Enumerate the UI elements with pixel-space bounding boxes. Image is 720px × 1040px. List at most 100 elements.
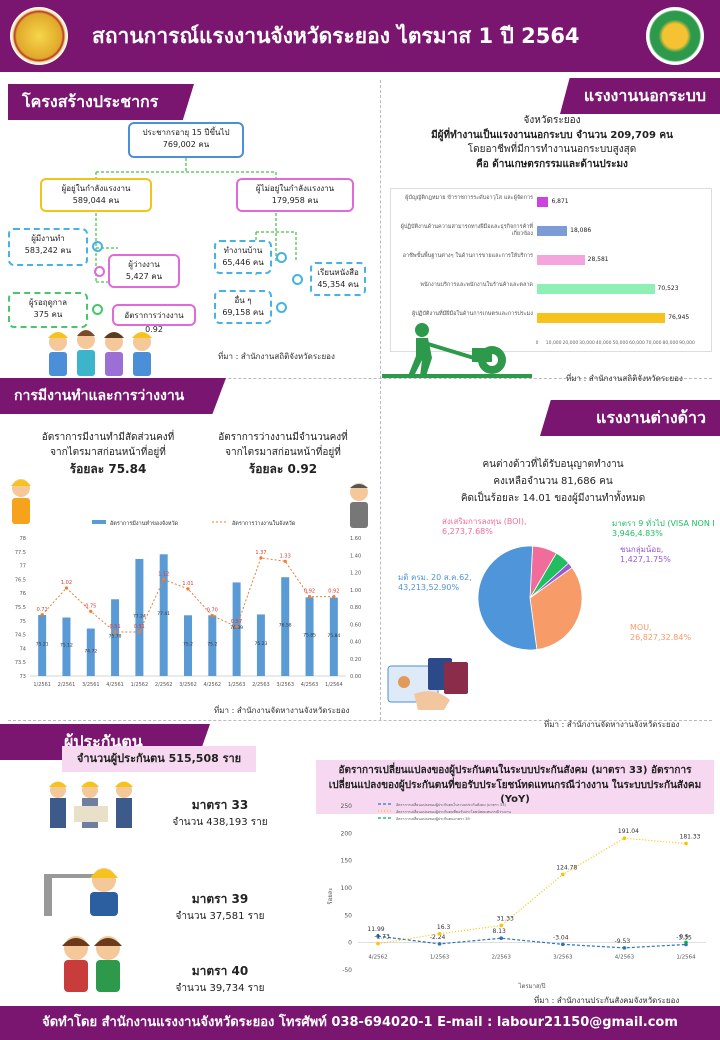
unemployment-point-label: 0.57 <box>231 619 242 625</box>
unemployment-point <box>113 630 117 634</box>
series-point-label: -9.53 <box>615 938 631 945</box>
employment-bar <box>86 628 95 676</box>
pie-slice-label: ชนกลุ่มน้อย, <box>620 545 663 554</box>
series-point-label: 124.78 <box>556 864 577 871</box>
page-title: สถานการณ์แรงงานจังหวัดระยอง ไตรมาส 1 ปี … <box>92 24 580 48</box>
left-axis-tick: 77.5 <box>15 550 26 556</box>
informal-axis-tick: 50,000 <box>612 341 629 346</box>
header-bar: สถานการณ์แรงงานจังหวัดระยอง ไตรมาส 1 ปี … <box>0 0 720 72</box>
unemployment-point-label: 1.01 <box>182 581 193 587</box>
unemployment-point <box>186 587 190 591</box>
seasonal-node-dot <box>92 304 103 315</box>
employment-bar <box>256 614 265 676</box>
x-axis-tick: 3/2561 <box>82 682 100 688</box>
unemployment-point-label: 1.02 <box>61 580 72 586</box>
informal-bar <box>537 255 585 265</box>
employment-bar <box>208 615 217 676</box>
unemployment-point <box>210 614 214 618</box>
x-axis-tick: 1/2561 <box>33 682 51 688</box>
foreign-banner: แรงงานต่างด้าว <box>540 400 720 436</box>
unemployment-point-label: 1.37 <box>255 550 266 556</box>
passport-illustration <box>387 658 468 710</box>
x-axis-tick: 2/2563 <box>252 682 270 688</box>
section-divider <box>380 80 381 720</box>
informal-bar <box>537 284 655 294</box>
legend-label: อัตราการเปลี่ยนแปลงของผู้ประกันตนที่ขอรั… <box>396 809 512 814</box>
x-axis-tick: 1/2562 <box>131 682 149 688</box>
left-axis-tick: 75.5 <box>15 605 26 611</box>
employment-bar <box>159 554 168 676</box>
employment-bar-label: 75.2 <box>207 642 217 648</box>
other-box: อื่น ๆ 69,158 คน <box>214 290 272 324</box>
series-point <box>437 931 442 936</box>
informal-bar <box>537 226 568 236</box>
pie-slice-label: มาตรา 9 ทั่วไป (VISA NON B), <box>612 517 714 528</box>
population-banner: โครงสร้างประชากร <box>8 84 194 120</box>
series-point <box>499 923 503 928</box>
unemployment-point-label: 0.51 <box>134 624 145 630</box>
footer-bar: จัดทำโดย สำนักงานแรงงานจังหวัดระยอง โทรศ… <box>0 1006 720 1040</box>
pie-slice-value: 3,946,4.83% <box>612 529 663 538</box>
employment-bar <box>305 597 314 676</box>
left-axis-tick: 77 <box>20 564 26 570</box>
unemployment-point <box>137 630 141 634</box>
x-axis-tick: 1/2564 <box>676 955 696 961</box>
series-point <box>376 941 380 946</box>
unemployment-point-label: 0.92 <box>304 589 315 595</box>
left-axis-tick: 73.5 <box>15 660 26 666</box>
x-axis-tick: 4/2562 <box>204 682 222 688</box>
x-axis-tick: 3/2563 <box>553 955 573 961</box>
legend-bar-label: อัตราการมีงานทำของจังหวัด <box>110 520 179 527</box>
employment-bar <box>281 577 290 676</box>
x-axis-tick: 4/2563 <box>301 682 319 688</box>
section-40-info: มาตรา 40 จำนวน 39,734 ราย <box>175 964 265 994</box>
informal-bar <box>537 313 666 323</box>
informal-bar-value: 28,581 <box>587 256 609 263</box>
informal-axis-tick: 90,000 <box>679 341 695 346</box>
y-axis-tick: 250 <box>341 803 353 810</box>
y-axis-tick: 150 <box>341 858 353 865</box>
x-axis-tick: 3/2563 <box>276 682 294 688</box>
informal-bar <box>537 197 549 207</box>
x-axis-tick: 3/2562 <box>179 682 197 688</box>
employment-bar <box>329 597 338 676</box>
y-axis-tick: -50 <box>342 967 352 974</box>
series-point <box>561 872 565 877</box>
worker-thinking-icon <box>350 483 368 528</box>
unemployment-point <box>162 577 166 581</box>
informal-axis-tick: 0 <box>535 341 539 346</box>
unemployment-point <box>332 595 336 599</box>
x-axis-tick: 2/2562 <box>155 682 173 688</box>
employment-bar-label: 75.85 <box>303 633 316 639</box>
informal-bar-label: อาชีพขั้นพื้นฐานต่างๆ ในด้านการขายและการ… <box>402 253 533 259</box>
section-divider <box>8 720 712 721</box>
left-axis-tick: 73 <box>20 674 26 680</box>
pie-slice-label: มติ ครม. 20 ส.ค.62, <box>398 573 472 582</box>
series-point-label: 16.3 <box>437 924 451 931</box>
informal-axis-tick: 80,000 <box>662 341 679 346</box>
informal-bar-value: 76,945 <box>668 314 690 321</box>
right-axis-tick: 1.40 <box>350 553 361 559</box>
left-axis-tick: 78 <box>20 536 26 542</box>
left-axis-tick: 76 <box>20 591 26 597</box>
right-axis-tick: 0.00 <box>350 674 361 680</box>
x-axis-tick: 1/2563 <box>228 682 246 688</box>
province-seal-logo <box>10 7 68 65</box>
y-axis-tick: 0 <box>348 940 352 947</box>
unemployment-point-label: 1.12 <box>158 571 169 577</box>
pie-slice-label: MOU, <box>630 623 652 632</box>
series-point-label: 181.33 <box>680 834 701 841</box>
pie-slice-value: 43,213,52.90% <box>398 583 459 592</box>
informal-axis-tick: 30,000 <box>579 341 595 346</box>
x-axis-tick: 4/2563 <box>615 955 635 961</box>
right-axis-tick: 0.60 <box>350 622 361 628</box>
informal-axis-tick: 40,000 <box>595 341 612 346</box>
unemployment-point-label: 0.71 <box>37 607 48 613</box>
unemployment-rate-box: อัตราการว่างงาน 0.92 <box>112 304 196 334</box>
x-axis-tick: 2/2563 <box>492 955 512 961</box>
series-point-label: 0.5 <box>679 933 689 940</box>
housework-box: ทำงานบ้าน 65,446 คน <box>214 240 272 274</box>
housework-node-dot <box>276 252 287 263</box>
series-line <box>377 837 687 945</box>
pie-slice-value: 26,827,32.84% <box>630 633 691 642</box>
